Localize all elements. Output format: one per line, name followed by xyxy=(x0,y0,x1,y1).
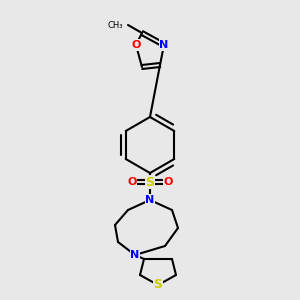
Text: S: S xyxy=(146,176,154,188)
Text: O: O xyxy=(131,40,141,50)
Text: S: S xyxy=(154,278,163,292)
Text: N: N xyxy=(130,250,140,260)
Text: CH₃: CH₃ xyxy=(107,20,123,29)
Text: O: O xyxy=(127,177,137,187)
Text: O: O xyxy=(163,177,173,187)
Text: N: N xyxy=(146,195,154,205)
Text: N: N xyxy=(159,40,169,50)
